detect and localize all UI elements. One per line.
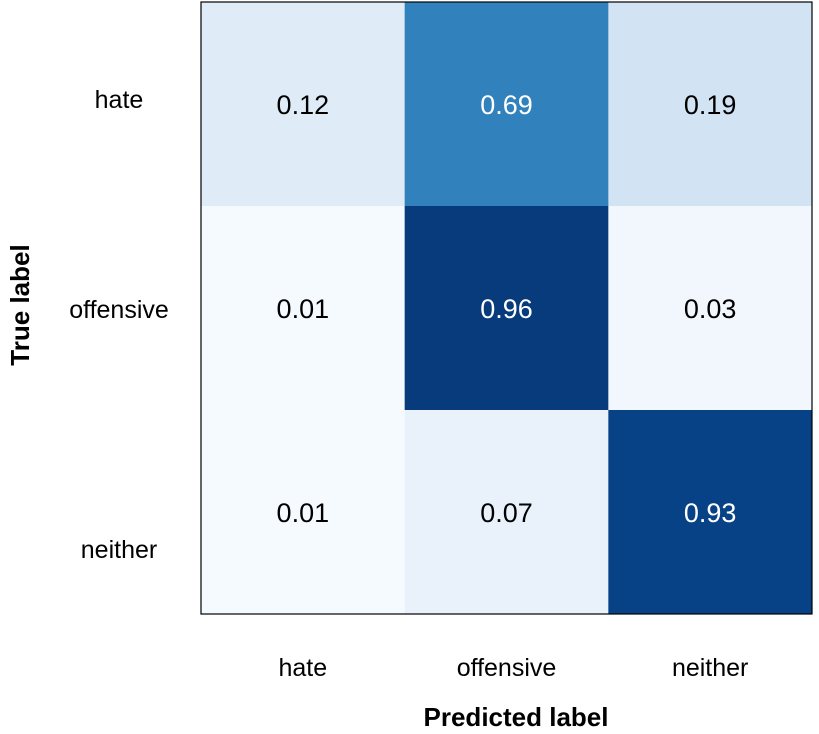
x-tick-label: neither: [672, 654, 748, 682]
cell-value-label: 0.01: [277, 294, 330, 324]
cell-value-label: 0.69: [480, 90, 533, 120]
y-tick-label: neither: [81, 536, 157, 564]
heatmap-cell: [201, 2, 406, 207]
cell-value-label: 0.01: [277, 498, 330, 528]
heatmap-cell: [608, 410, 813, 615]
y-tick-label: hate: [95, 86, 144, 114]
x-tick-label: offensive: [457, 654, 557, 682]
cell-value-labels: 0.12 0.69 0.19 0.01 0.96 0.03 0.01 0.07 0.93: [277, 90, 737, 528]
heatmap-cell: [608, 2, 813, 207]
heatmap-cell: [404, 206, 609, 411]
cell-value-label: 0.19: [684, 90, 737, 120]
cell-value-label: 0.07: [480, 498, 533, 528]
heatmap-cell: [404, 2, 609, 207]
cell-value-label: 0.93: [684, 498, 737, 528]
x-axis-title: Predicted label: [424, 702, 609, 732]
x-tick-label: hate: [278, 654, 327, 682]
cell-value-label: 0.12: [277, 90, 330, 120]
x-tick-labels: hate offensive neither: [278, 654, 748, 682]
y-tick-label: offensive: [69, 296, 169, 324]
heatmap-cell: [608, 206, 813, 411]
plot-frame: [200, 1, 813, 615]
heatmap-cell: [201, 410, 406, 615]
cell-value-label: 0.03: [684, 294, 737, 324]
y-tick-labels: hate offensive neither: [69, 86, 169, 564]
heatmap-cells: [201, 2, 813, 615]
y-axis-title: True label: [5, 244, 35, 365]
heatmap-cell: [201, 206, 406, 411]
cell-value-label: 0.96: [480, 294, 533, 324]
heatmap-cell: [404, 410, 609, 615]
